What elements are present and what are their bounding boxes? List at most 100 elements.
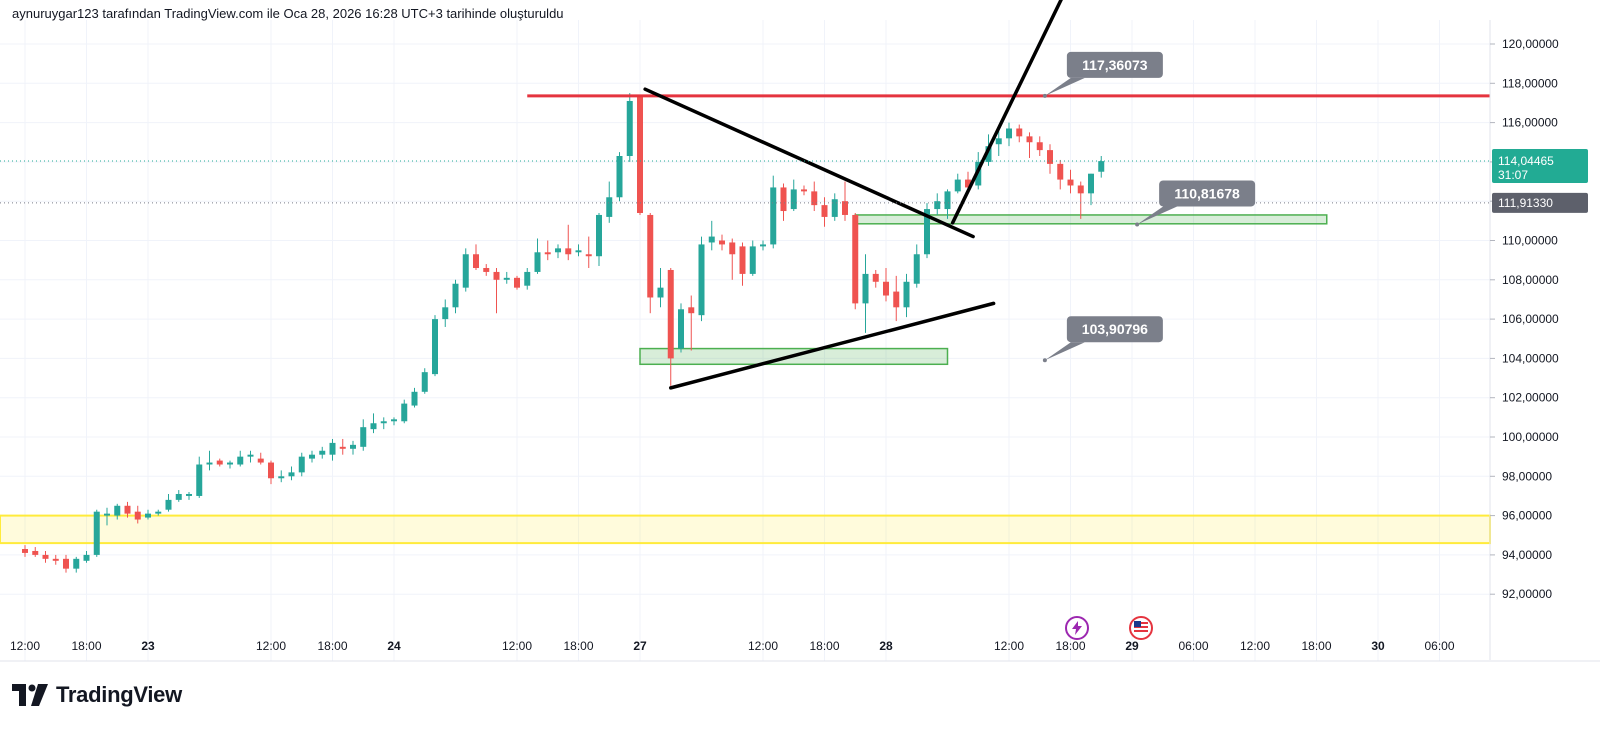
candle [319, 446, 326, 459]
price-callout[interactable]: 103,90796 [1042, 316, 1163, 363]
candle-body [350, 444, 356, 449]
candle [391, 417, 397, 426]
tradingview-logo[interactable]: TradingView [12, 682, 182, 708]
candle-body [534, 252, 541, 272]
x-tick-label: 12:00 [10, 639, 40, 653]
candle-body [22, 549, 28, 553]
candle-body [749, 246, 756, 274]
callout-anchor [1042, 93, 1047, 98]
candle-body [32, 550, 39, 555]
x-tick-label: 12:00 [256, 639, 286, 653]
candle-body [104, 513, 110, 516]
tradingview-logo-icon [12, 684, 48, 706]
x-tick-label: 06:00 [1424, 639, 1454, 653]
reference-price-value: 111,91330 [1498, 196, 1553, 210]
candle-body [114, 505, 121, 516]
candle [831, 193, 838, 221]
candle-body [903, 281, 910, 308]
candle-body [965, 179, 971, 188]
x-axis[interactable]: 12:00 18:00 23 12:00 18:00 24 12:00 18:00 27 12:0… [0, 639, 1600, 662]
y-axis[interactable]: 120,00000118,00000116,00000114,00000112,… [1489, 20, 1588, 660]
candle-body [278, 476, 285, 479]
x-tick-label: 12:00 [502, 639, 532, 653]
candle-body [42, 554, 49, 559]
candle [760, 240, 766, 251]
candle-body [319, 450, 326, 455]
candle [934, 193, 941, 215]
trendline[interactable] [669, 301, 996, 390]
candle [637, 95, 643, 215]
candle-body [995, 138, 1002, 145]
chart-caption: aynuruygar123 tarafından TradingView.com… [12, 6, 564, 21]
candle [52, 554, 59, 565]
candle [370, 413, 377, 434]
candle-body [698, 244, 705, 316]
current-price-value: 114,04465 [1498, 154, 1554, 168]
candle [667, 268, 674, 386]
candle [32, 547, 39, 557]
candle-body [421, 372, 428, 392]
trendline[interactable] [950, 0, 1066, 225]
candle [626, 93, 633, 162]
candle [63, 554, 69, 573]
candle-body [1016, 128, 1023, 137]
candle-body [1026, 136, 1033, 143]
candle-body [309, 454, 315, 459]
drawings[interactable] [0, 0, 1490, 390]
candle [42, 550, 49, 563]
candle [237, 450, 244, 467]
x-tick-label: 30 [1371, 639, 1385, 653]
candle [811, 181, 818, 212]
candle [862, 254, 869, 333]
candle [1036, 136, 1043, 157]
candle [883, 268, 889, 302]
x-tick-label: 18:00 [1055, 639, 1085, 653]
candle [678, 303, 684, 353]
candle [247, 450, 254, 463]
x-tick-label: 23 [141, 639, 155, 653]
candle-body [514, 277, 520, 288]
candle-body [93, 511, 100, 555]
flash-icon[interactable] [1065, 616, 1089, 640]
candle [944, 189, 951, 219]
yellow-support-zone[interactable] [0, 514, 1491, 545]
candle-body [288, 472, 295, 477]
candle-body [257, 458, 264, 463]
price-callouts[interactable]: 117,36073 110,81678 103,90796 [1042, 51, 1256, 363]
candle-body [565, 248, 572, 255]
callout-box [1159, 180, 1256, 207]
candle [83, 550, 90, 563]
x-tick-label: 18:00 [809, 639, 839, 653]
candles [22, 93, 1105, 573]
candle [544, 240, 551, 261]
current-price-tag[interactable] [1492, 149, 1588, 184]
candle-body [1098, 161, 1105, 172]
y-tick-label: 102,00000 [1502, 391, 1559, 405]
price-callout[interactable]: 117,36073 [1042, 51, 1163, 98]
x-tick-label: 06:00 [1178, 639, 1208, 653]
candle [596, 212, 602, 267]
candle [903, 273, 910, 318]
candle [1077, 181, 1084, 219]
candle-body [647, 214, 654, 298]
x-tick-label: 29 [1125, 639, 1139, 653]
candle [452, 279, 459, 314]
candle [954, 173, 961, 194]
us-flag-icon[interactable] [1129, 616, 1153, 640]
candle-body [1067, 179, 1074, 186]
event-icons[interactable] [1065, 616, 1153, 640]
price-callout[interactable]: 110,81678 [1135, 180, 1256, 227]
candle [175, 490, 182, 502]
callout-text: 110,81678 [1174, 185, 1240, 201]
reference-price-tag[interactable] [1492, 192, 1588, 213]
candle-body [73, 558, 80, 569]
y-tick-label: 104,00000 [1502, 351, 1559, 365]
candle [821, 197, 828, 227]
candle [585, 236, 592, 269]
candle-body [155, 511, 162, 514]
candle-body [657, 287, 664, 298]
trendline[interactable] [643, 87, 975, 239]
candle [1098, 156, 1105, 178]
candle [196, 456, 203, 498]
